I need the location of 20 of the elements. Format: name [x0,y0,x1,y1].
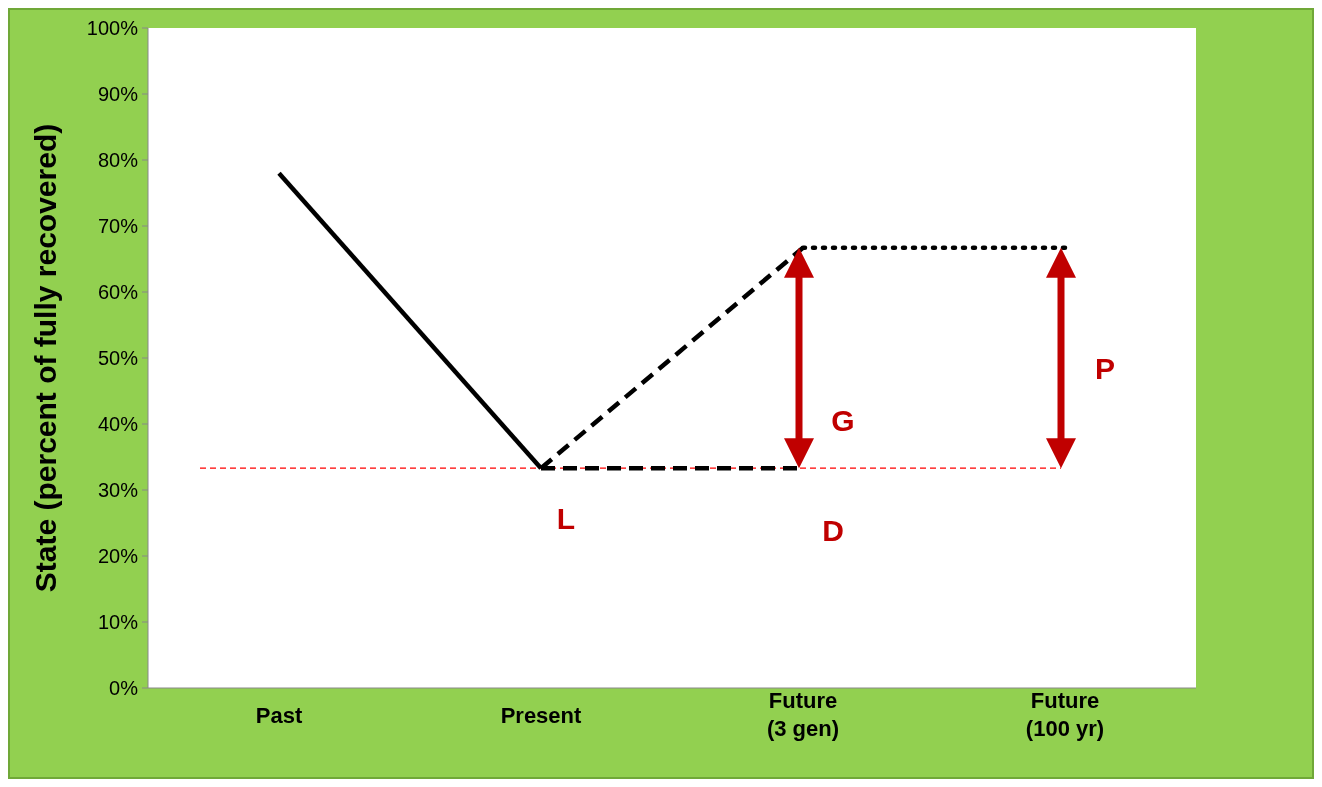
x-tick-label: Future (3 gen) [766,688,840,741]
annotation: L [556,501,576,535]
y-axis-title: State (percent of fully recovered) [29,123,62,593]
y-tick-label: 30% [97,479,139,501]
x-tick-label: Present [500,703,583,728]
y-tick-label: 20% [97,545,139,567]
y-tick-label: 0% [109,677,139,699]
y-tick-label: 70% [97,215,139,237]
annotation: G [831,403,855,437]
y-tick-label: 80% [97,149,139,171]
y-tick-label: 100% [86,17,139,39]
annotation: D [822,513,844,547]
y-tick-label: 60% [97,281,139,303]
y-tick-label: 90% [97,83,139,105]
y-tick-label: 40% [97,413,139,435]
y-tick-label: 10% [97,611,139,633]
x-tick-label: Future (100 yr) [1025,688,1105,741]
annotation: P [1094,351,1116,385]
x-tick-label: Past [255,703,303,728]
y-tick-label: 50% [97,347,139,369]
